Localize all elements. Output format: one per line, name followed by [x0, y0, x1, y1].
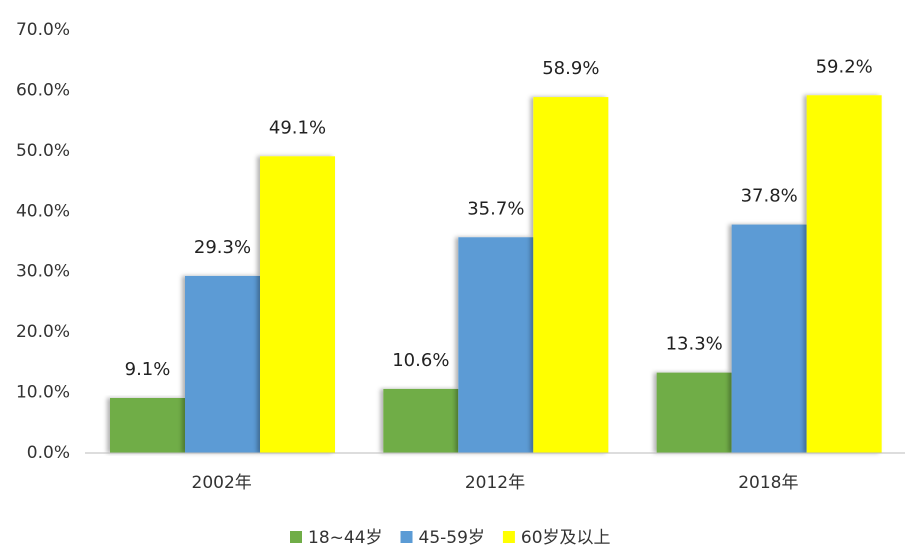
legend-swatch — [502, 531, 515, 543]
x-tick-label: 2018年 — [738, 473, 798, 493]
data-label: 13.3% — [666, 334, 723, 355]
y-tick-label: 30.0% — [16, 262, 70, 282]
data-label: 35.7% — [467, 198, 524, 219]
x-tick-label: 2002年 — [192, 473, 252, 493]
bar — [656, 372, 732, 453]
legend-label: 18~44岁 — [308, 528, 383, 547]
data-label: 49.1% — [269, 117, 326, 138]
y-tick-label: 50.0% — [16, 141, 70, 161]
y-tick-label: 60.0% — [16, 80, 70, 100]
bar — [731, 224, 807, 453]
bar — [383, 388, 459, 453]
bar — [533, 97, 609, 453]
legend-label: 45-59岁 — [419, 528, 485, 547]
y-tick-label: 0.0% — [27, 443, 70, 463]
legend-swatch — [290, 531, 302, 543]
bar — [260, 156, 335, 453]
bar — [458, 237, 534, 453]
legend-label: 60岁及以上 — [521, 528, 611, 547]
y-tick-label: 10.0% — [16, 383, 70, 403]
data-label: 10.6% — [392, 350, 449, 371]
x-tick-label: 2012年 — [465, 473, 525, 493]
data-label: 9.1% — [125, 359, 171, 380]
bar — [806, 95, 882, 454]
data-label: 37.8% — [741, 186, 798, 207]
data-label: 29.3% — [194, 237, 251, 258]
legend-swatch — [400, 531, 413, 543]
y-tick-label: 20.0% — [16, 322, 70, 342]
y-tick-label: 70.0% — [16, 20, 70, 40]
data-label: 59.2% — [816, 56, 873, 77]
y-tick-label: 40.0% — [16, 201, 70, 221]
data-label: 58.9% — [542, 58, 599, 79]
bar — [110, 398, 185, 453]
bar — [185, 275, 260, 453]
